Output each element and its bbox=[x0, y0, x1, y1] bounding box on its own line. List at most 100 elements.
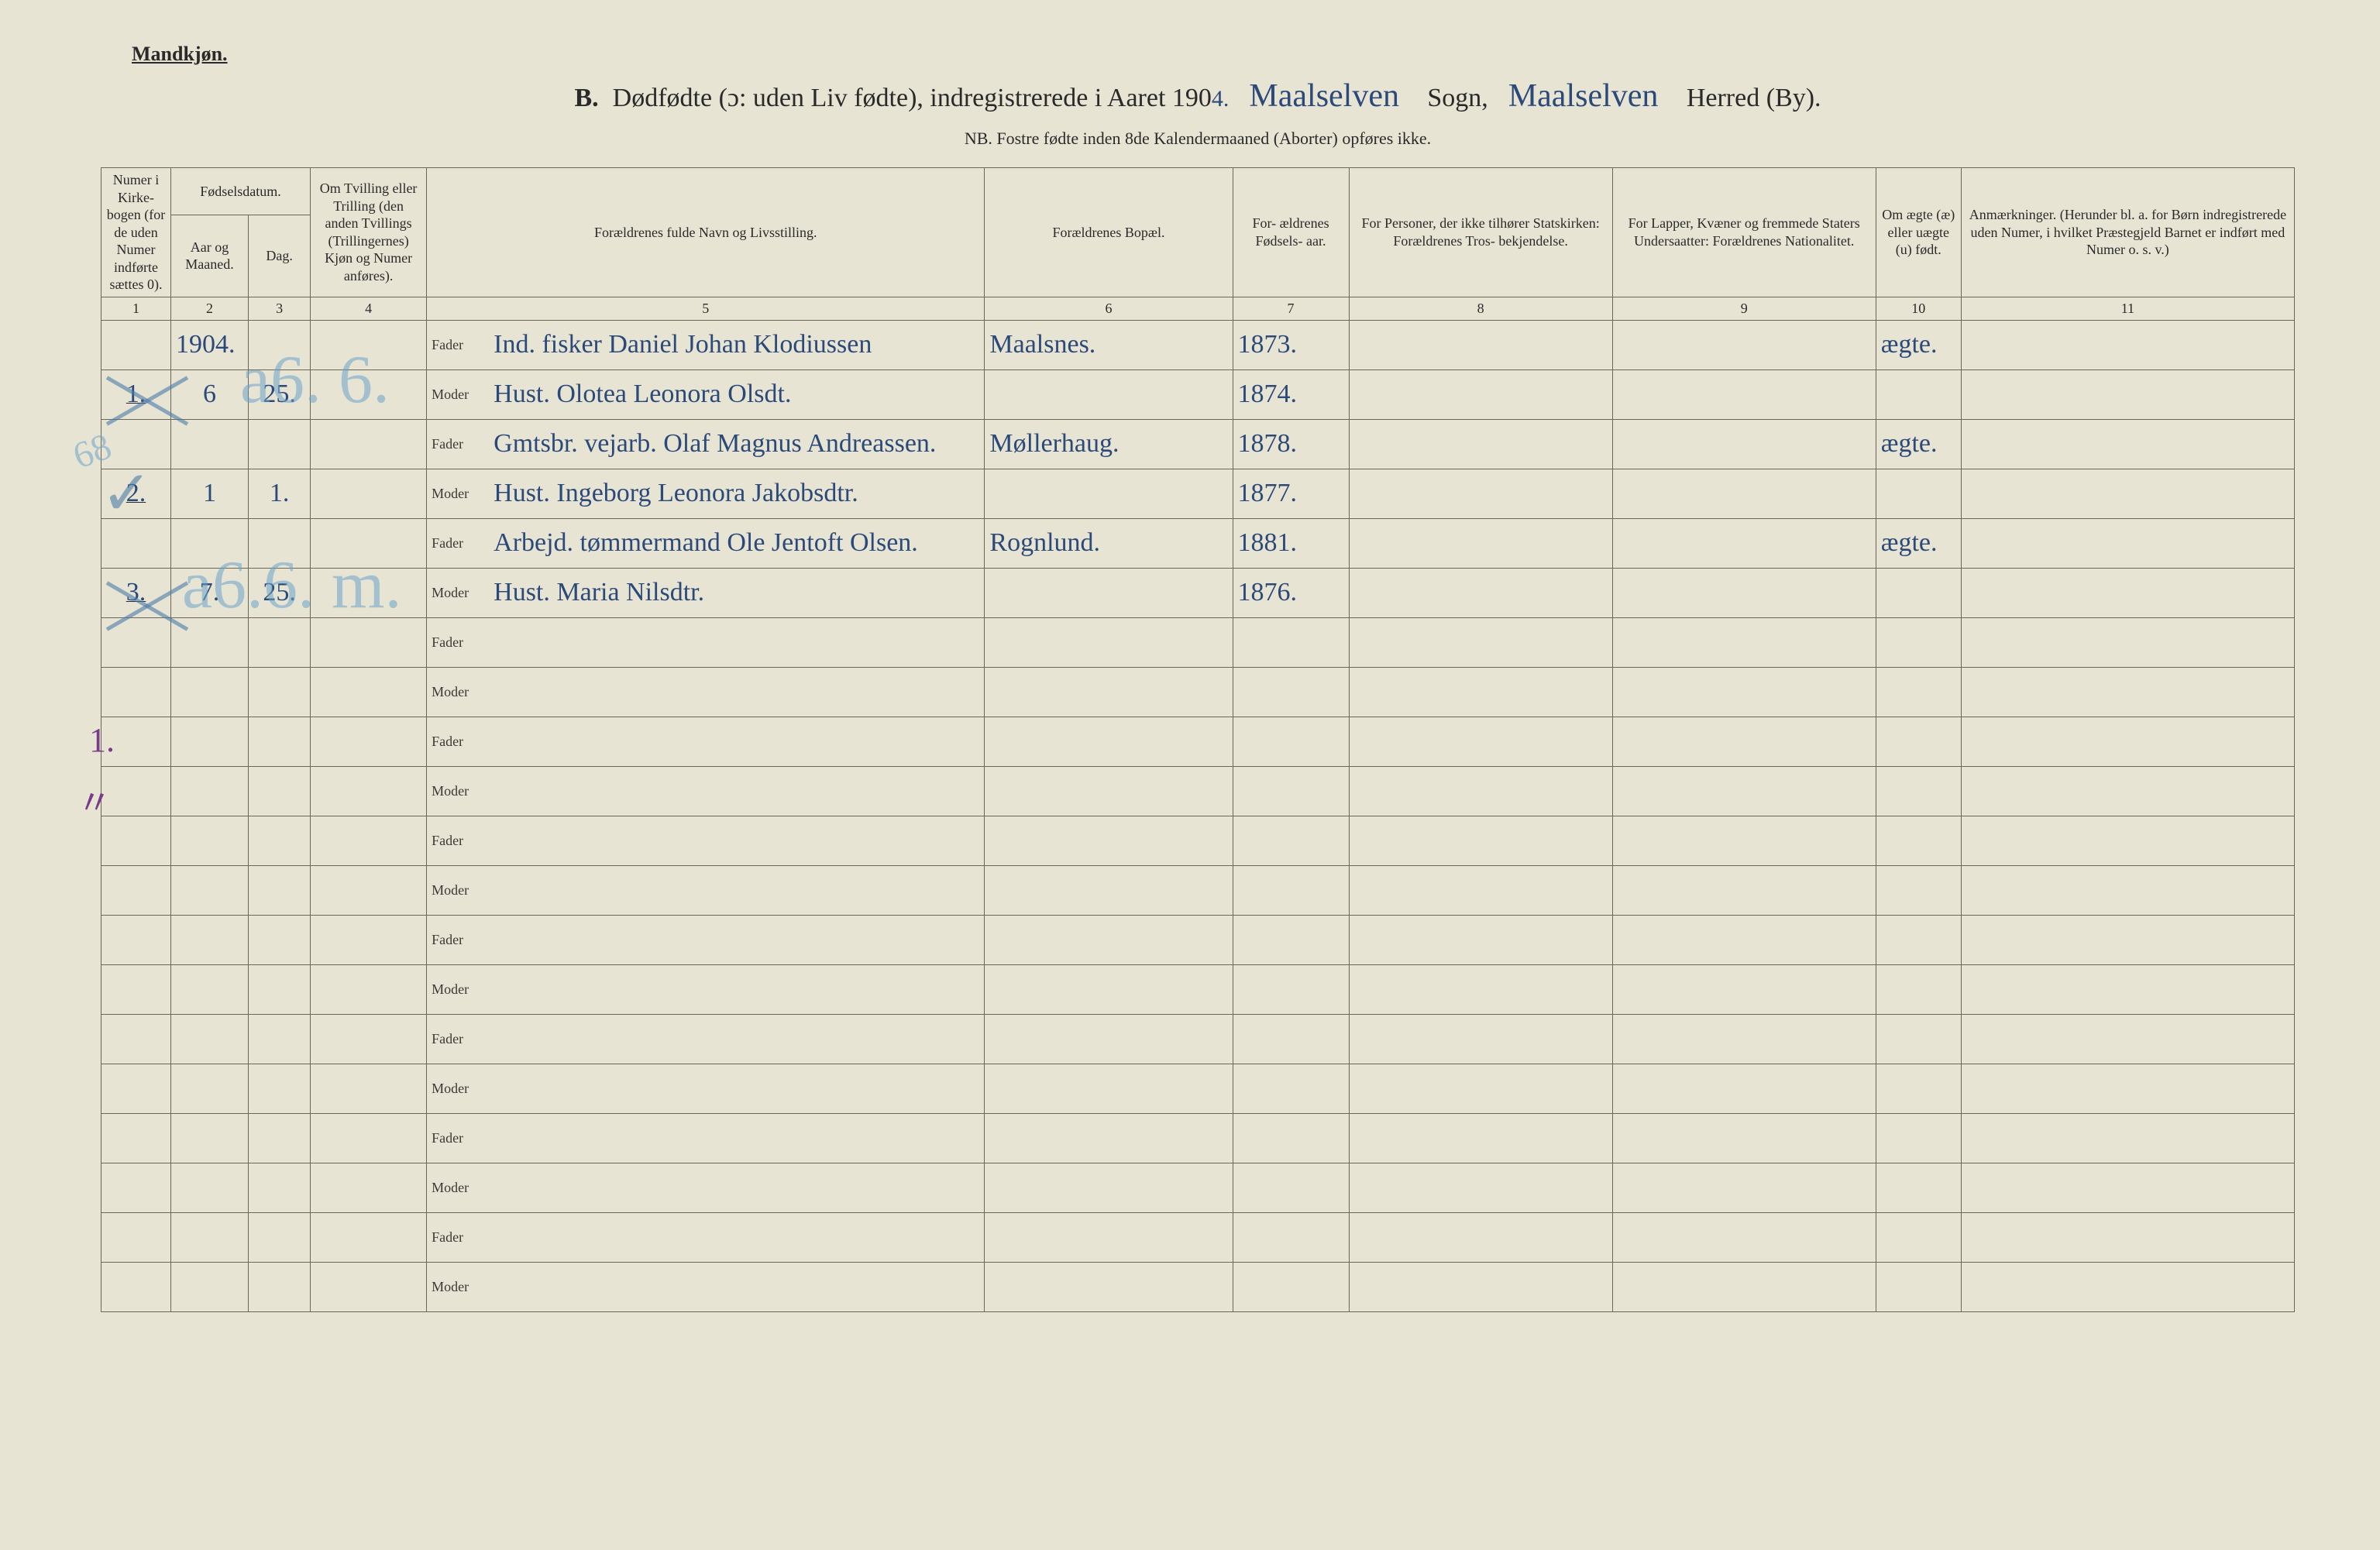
cell bbox=[1612, 320, 1876, 369]
cell bbox=[101, 1064, 171, 1113]
fm-label: Fader bbox=[432, 337, 486, 353]
table-row: Fader bbox=[101, 1212, 2295, 1262]
handwritten-text: Maalsnes. bbox=[989, 330, 1095, 359]
cell bbox=[1876, 816, 1961, 865]
cell bbox=[1349, 1262, 1612, 1311]
cell bbox=[311, 518, 427, 568]
handwritten-text: 25. bbox=[263, 380, 296, 408]
cell bbox=[101, 667, 171, 717]
cell: ModerHust. Ingeborg Leonora Jakobsdtr. bbox=[427, 469, 985, 518]
cell bbox=[1612, 419, 1876, 469]
table-row: Moder bbox=[101, 964, 2295, 1014]
sogn-label: Sogn, bbox=[1427, 84, 1488, 113]
table-row: 1.625.ModerHust. Olotea Leonora Olsdt.18… bbox=[101, 369, 2295, 419]
cell bbox=[1612, 568, 1876, 617]
cell bbox=[311, 1163, 427, 1212]
fm-label: Moder bbox=[432, 387, 486, 403]
cell bbox=[249, 419, 311, 469]
cell bbox=[1876, 1262, 1961, 1311]
cell bbox=[1349, 469, 1612, 518]
page-title-row: B. Dødfødte (ɔ: uden Liv fødte), indregi… bbox=[101, 77, 2295, 115]
cell bbox=[311, 1212, 427, 1262]
cell bbox=[985, 568, 1233, 617]
cell: 25. bbox=[249, 369, 311, 419]
cell bbox=[101, 1163, 171, 1212]
cell bbox=[1876, 1113, 1961, 1163]
cell bbox=[311, 915, 427, 964]
handwritten-text: 7. bbox=[200, 578, 220, 607]
cell bbox=[171, 717, 249, 766]
cell bbox=[985, 617, 1233, 667]
col-7-header: For- ældrenes Fødsels- aar. bbox=[1233, 168, 1349, 297]
cell bbox=[1612, 816, 1876, 865]
cell bbox=[985, 816, 1233, 865]
handwritten-text: 1873. bbox=[1238, 330, 1298, 359]
cell: FaderInd. fisker Daniel Johan Klodiussen bbox=[427, 320, 985, 369]
fm-label: Moder bbox=[432, 981, 486, 998]
cell bbox=[1349, 320, 1612, 369]
cell bbox=[1876, 617, 1961, 667]
cell: 1873. bbox=[1233, 320, 1349, 369]
cell bbox=[1961, 568, 2294, 617]
cell bbox=[1961, 617, 2294, 667]
herred-label: Herred (By). bbox=[1687, 84, 1821, 113]
fm-label: Fader bbox=[432, 932, 486, 948]
cell bbox=[1233, 1262, 1349, 1311]
handwritten-text: 1876. bbox=[1238, 578, 1298, 607]
cell bbox=[101, 419, 171, 469]
cell bbox=[1961, 915, 2294, 964]
cell bbox=[101, 865, 171, 915]
fm-label: Moder bbox=[432, 1279, 486, 1295]
cell bbox=[171, 617, 249, 667]
handwritten-text: 1877. bbox=[1238, 479, 1298, 507]
cell bbox=[1233, 766, 1349, 816]
cell bbox=[1961, 1262, 2294, 1311]
cell bbox=[311, 865, 427, 915]
cell bbox=[985, 667, 1233, 717]
cell bbox=[1961, 1113, 2294, 1163]
table-row: Fader bbox=[101, 717, 2295, 766]
cell bbox=[311, 469, 427, 518]
handwritten-text: ægte. bbox=[1881, 330, 1938, 359]
table-row: Moder bbox=[101, 865, 2295, 915]
cell bbox=[311, 766, 427, 816]
cell bbox=[171, 667, 249, 717]
cell bbox=[1349, 816, 1612, 865]
cell bbox=[1349, 1212, 1612, 1262]
gender-heading: Mandkjøn. bbox=[132, 43, 228, 66]
col-2a-header: Aar og Maaned. bbox=[171, 215, 249, 297]
cell bbox=[101, 1014, 171, 1064]
cell: Rognlund. bbox=[985, 518, 1233, 568]
cell bbox=[1876, 964, 1961, 1014]
handwritten-text: ægte. bbox=[1881, 429, 1938, 458]
cell bbox=[985, 915, 1233, 964]
handwritten-text: Rognlund. bbox=[989, 528, 1100, 557]
cell bbox=[171, 1064, 249, 1113]
handwritten-text: Arbejd. tømmermand Ole Jentoft Olsen. bbox=[494, 530, 918, 556]
cell bbox=[171, 964, 249, 1014]
handwritten-text: 1. bbox=[126, 380, 146, 408]
handwritten-text: ægte. bbox=[1881, 528, 1938, 557]
cell: ModerHust. Maria Nilsdtr. bbox=[427, 568, 985, 617]
cell bbox=[101, 1262, 171, 1311]
column-number-row: 1 2 3 4 5 6 7 8 9 10 11 bbox=[101, 297, 2295, 320]
table-row: Fader bbox=[101, 1113, 2295, 1163]
cell bbox=[1349, 617, 1612, 667]
cell bbox=[1233, 717, 1349, 766]
cell bbox=[1233, 964, 1349, 1014]
cell bbox=[1612, 964, 1876, 1014]
handwritten-text: 1878. bbox=[1238, 429, 1298, 458]
cell bbox=[101, 766, 171, 816]
fm-label: Fader bbox=[432, 1031, 486, 1047]
cell bbox=[249, 320, 311, 369]
col-11-header: Anmærkninger. (Herunder bl. a. for Børn … bbox=[1961, 168, 2294, 297]
fm-label: Fader bbox=[432, 1229, 486, 1246]
cell bbox=[311, 617, 427, 667]
cell bbox=[171, 1113, 249, 1163]
cell: 1. bbox=[101, 369, 171, 419]
fm-label: Moder bbox=[432, 1081, 486, 1097]
cell: Moder bbox=[427, 1163, 985, 1212]
ledger-page: Mandkjøn. B. Dødfødte (ɔ: uden Liv fødte… bbox=[0, 0, 2380, 1550]
table-body: 1904.FaderInd. fisker Daniel Johan Klodi… bbox=[101, 320, 2295, 1311]
cell bbox=[1233, 865, 1349, 915]
